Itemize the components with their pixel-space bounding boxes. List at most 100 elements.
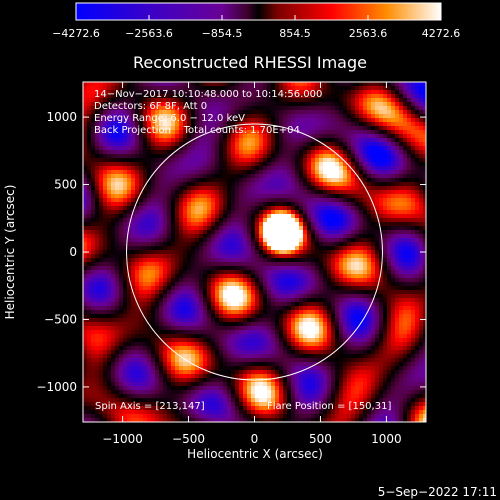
heatmap-cell	[395, 98, 400, 103]
heatmap-cell	[207, 110, 212, 115]
heatmap-cell	[311, 286, 316, 291]
heatmap-cell	[311, 166, 316, 171]
heatmap-cell	[159, 206, 164, 211]
heatmap-cell	[399, 138, 404, 143]
heatmap-cell	[247, 290, 252, 295]
heatmap-cell	[315, 266, 320, 271]
heatmap-cell	[303, 226, 308, 231]
heatmap-cell	[227, 142, 232, 147]
heatmap-cell	[399, 246, 404, 251]
heatmap-cell	[211, 134, 216, 139]
heatmap-cell	[379, 242, 384, 247]
heatmap-cell	[375, 178, 380, 183]
heatmap-cell	[379, 286, 384, 291]
heatmap-cell	[159, 242, 164, 247]
heatmap-cell	[263, 190, 268, 195]
heatmap-cell	[271, 130, 276, 135]
heatmap-cell	[151, 210, 156, 215]
heatmap-cell	[179, 138, 184, 143]
heatmap-cell	[323, 310, 328, 315]
heatmap-cell	[403, 218, 408, 223]
heatmap-cell	[107, 298, 112, 303]
heatmap-cell	[243, 298, 248, 303]
heatmap-cell	[351, 146, 356, 151]
heatmap-cell	[423, 194, 426, 199]
heatmap-cell	[399, 154, 404, 159]
heatmap-cell	[119, 290, 124, 295]
heatmap-cell	[99, 94, 104, 99]
heatmap-cell	[295, 294, 300, 299]
heatmap-cell	[407, 98, 412, 103]
heatmap-cell	[231, 246, 236, 251]
heatmap-cell	[375, 306, 380, 311]
heatmap-cell	[95, 246, 100, 251]
heatmap-cell	[191, 266, 196, 271]
heatmap-cell	[187, 142, 192, 147]
heatmap-cell	[303, 302, 308, 307]
heatmap-cell	[343, 306, 348, 311]
heatmap-cell	[163, 106, 168, 111]
heatmap-cell	[267, 134, 272, 139]
heatmap-cell	[115, 298, 120, 303]
heatmap-cell	[315, 286, 320, 291]
heatmap-cell	[383, 254, 388, 259]
heatmap-cell	[83, 230, 88, 235]
heatmap-cell	[107, 214, 112, 219]
heatmap-cell	[327, 82, 332, 87]
heatmap-cell	[203, 166, 208, 171]
heatmap-cell	[195, 250, 200, 255]
heatmap-cell	[171, 166, 176, 171]
heatmap-cell	[103, 290, 108, 295]
heatmap-cell	[363, 110, 368, 115]
heatmap-cell	[139, 210, 144, 215]
heatmap-cell	[239, 102, 244, 107]
heatmap-cell	[287, 114, 292, 119]
heatmap-cell	[235, 150, 240, 155]
heatmap-cell	[151, 230, 156, 235]
heatmap-cell	[291, 138, 296, 143]
heatmap-cell	[139, 246, 144, 251]
heatmap-cell	[363, 206, 368, 211]
heatmap-cell	[303, 266, 308, 271]
heatmap-cell	[179, 286, 184, 291]
heatmap-cell	[251, 94, 256, 99]
heatmap-cell	[155, 246, 160, 251]
heatmap-cell	[235, 138, 240, 143]
heatmap-cell	[215, 210, 220, 215]
heatmap-cell	[139, 198, 144, 203]
heatmap-cell	[159, 226, 164, 231]
heatmap-cell	[295, 238, 300, 243]
heatmap-cell	[299, 134, 304, 139]
heatmap-cell	[259, 86, 264, 91]
heatmap-cell	[199, 234, 204, 239]
heatmap-cell	[275, 122, 280, 127]
heatmap-cell	[95, 206, 100, 211]
heatmap-cell	[411, 146, 416, 151]
heatmap-cell	[303, 206, 308, 211]
heatmap-cell	[359, 118, 364, 123]
heatmap-cell	[251, 114, 256, 119]
heatmap-cell	[407, 190, 412, 195]
heatmap-cell	[131, 114, 136, 119]
heatmap-cell	[363, 266, 368, 271]
heatmap-cell	[243, 230, 248, 235]
heatmap-cell	[403, 238, 408, 243]
heatmap-cell	[363, 182, 368, 187]
heatmap-cell	[399, 126, 404, 131]
heatmap-cell	[119, 98, 124, 103]
heatmap-cell	[191, 182, 196, 187]
heatmap-cell	[295, 210, 300, 215]
colorbar-tick-label: 854.5	[279, 27, 311, 40]
heatmap-cell	[159, 126, 164, 131]
heatmap-cell	[159, 138, 164, 143]
heatmap-cell	[299, 126, 304, 131]
heatmap-cell	[283, 146, 288, 151]
heatmap-cell	[159, 230, 164, 235]
heatmap-cell	[415, 182, 420, 187]
heatmap-cell	[111, 242, 116, 247]
heatmap-cell	[399, 274, 404, 279]
heatmap-cell	[367, 294, 372, 299]
heatmap-cell	[119, 118, 124, 123]
heatmap-cell	[183, 90, 188, 95]
heatmap-cell	[131, 170, 136, 175]
